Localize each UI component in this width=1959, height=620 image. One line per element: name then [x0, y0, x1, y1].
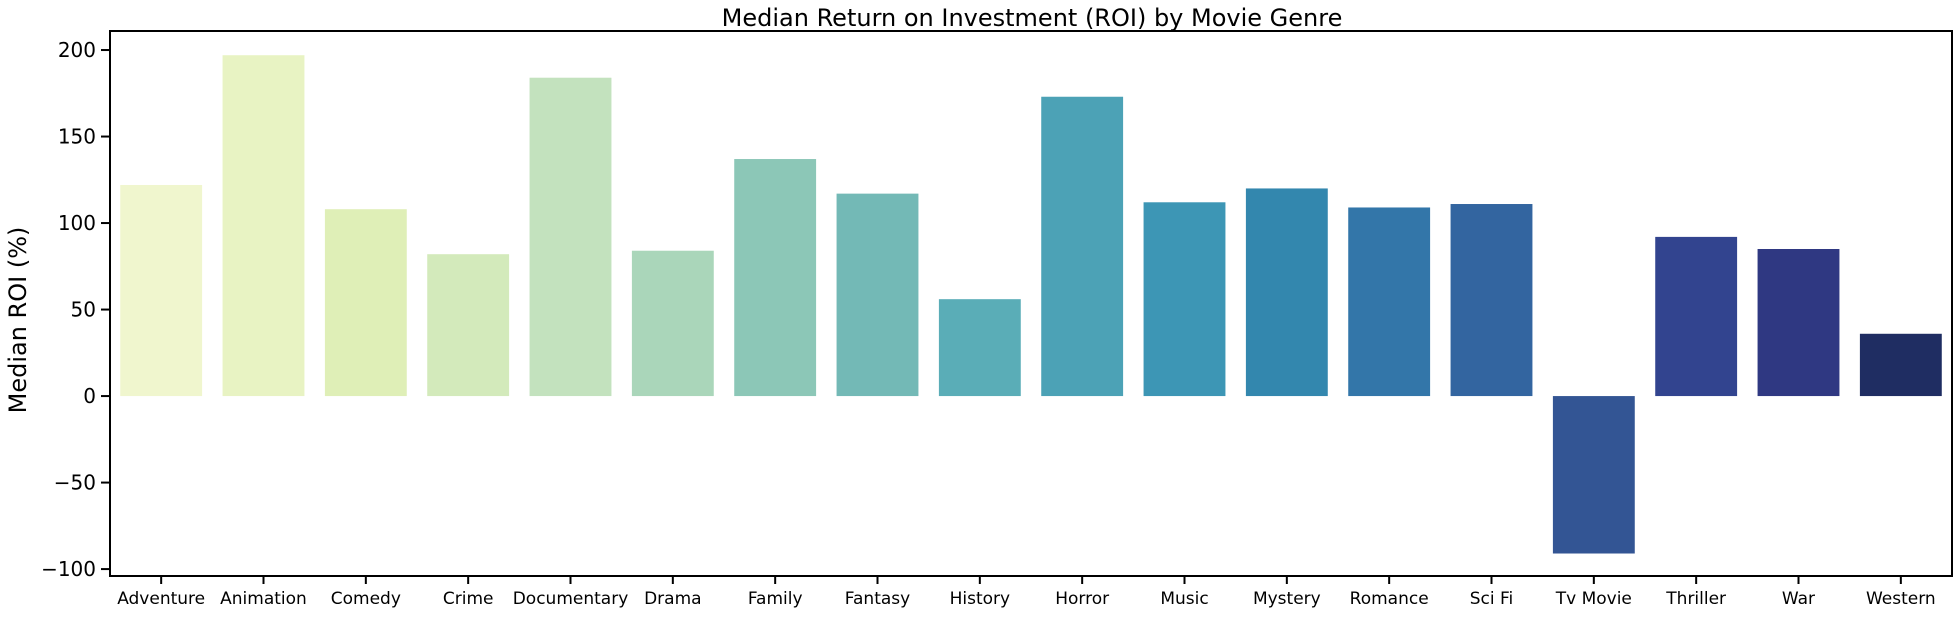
bar-drama: [631, 250, 714, 397]
bar-documentary: [529, 77, 612, 397]
ticks-layer: −100 −50 0 50 100 150 200 Adventure Animation Com…: [41, 38, 1936, 609]
x-tick-label: Adventure: [117, 589, 205, 609]
plot-frame: [109, 30, 1953, 577]
x-tick-label: Crime: [443, 589, 494, 609]
x-tick-label: Romance: [1350, 589, 1429, 609]
x-tick-label: Sci Fi: [1470, 589, 1514, 609]
y-tick-label: −50: [54, 471, 96, 495]
x-tick-label: Music: [1160, 589, 1208, 609]
x-tick-label: Animation: [220, 589, 307, 609]
bar-adventure: [120, 184, 203, 397]
bar-music: [1143, 202, 1226, 397]
y-tick-label: 50: [71, 298, 96, 322]
x-tick-label: Fantasy: [845, 589, 910, 609]
bar-comedy: [324, 209, 407, 397]
x-tick-label: Drama: [644, 589, 701, 609]
bar-sci-fi: [1450, 204, 1533, 397]
x-tick-label: Comedy: [331, 589, 401, 609]
bar-thriller: [1655, 236, 1738, 397]
y-tick-label: 150: [58, 125, 96, 149]
bars-layer: [120, 55, 1942, 554]
x-tick-label: History: [950, 589, 1010, 609]
bar-crime: [427, 254, 510, 397]
y-tick-label: 200: [58, 38, 96, 62]
bar-horror: [1041, 96, 1124, 397]
x-tick-label: Mystery: [1253, 589, 1321, 609]
bar-war: [1757, 249, 1840, 397]
y-tick-label: 100: [58, 211, 96, 235]
x-tick-label: Family: [748, 589, 803, 609]
bar-history: [938, 299, 1021, 397]
y-tick-label: −100: [41, 557, 96, 581]
x-tick-label: Documentary: [513, 589, 629, 609]
bar-fantasy: [836, 193, 919, 397]
bar-animation: [222, 55, 305, 397]
bar-romance: [1348, 207, 1431, 397]
x-tick-label: Horror: [1055, 589, 1109, 609]
bar-western: [1859, 333, 1942, 397]
y-tick-label: 0: [83, 384, 96, 408]
bar-family: [734, 159, 817, 397]
bar-tv-movie: [1552, 396, 1635, 554]
chart-title: Median Return on Investment (ROI) by Mov…: [722, 4, 1343, 32]
x-tick-label: Tv Movie: [1555, 589, 1632, 609]
bar-mystery: [1245, 188, 1328, 397]
x-tick-label: War: [1782, 589, 1815, 609]
x-tick-label: Thriller: [1665, 589, 1726, 609]
x-tick-label: Western: [1866, 589, 1936, 609]
axes-layer: [109, 30, 1953, 577]
y-axis-label: Median ROI (%): [4, 227, 32, 414]
